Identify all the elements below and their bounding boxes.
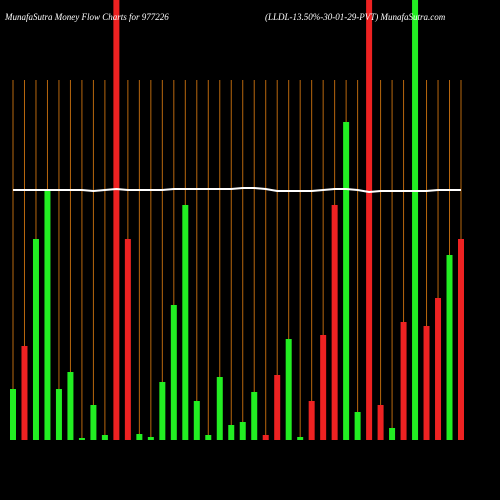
bar: [389, 428, 396, 440]
bar: [216, 377, 223, 440]
bar: [262, 435, 269, 440]
bar: [297, 437, 304, 440]
bar: [239, 422, 246, 440]
bar: [228, 425, 235, 440]
chart-title: MunafaSutra Money Flow Charts for 977226: [4, 12, 169, 22]
bar: [67, 372, 74, 440]
bar: [78, 438, 85, 440]
bar: [377, 405, 384, 440]
bar: [366, 0, 373, 440]
bar: [308, 401, 315, 440]
bar: [331, 205, 338, 440]
bar: [205, 435, 212, 440]
bar: [193, 401, 200, 440]
bar: [136, 434, 143, 440]
bar: [170, 305, 177, 440]
bar: [320, 335, 327, 440]
money-flow-line: [13, 187, 461, 194]
bar: [435, 298, 442, 440]
bar: [21, 346, 28, 440]
bar: [10, 389, 16, 440]
bar: [113, 0, 120, 440]
bar: [251, 392, 258, 440]
bar: [101, 435, 108, 440]
bar: [400, 322, 407, 440]
chart-subtitle: (LLDL-13.50%-30-01-29-PVT) MunafaSutra.c…: [265, 12, 446, 22]
bar: [412, 0, 419, 440]
bar: [343, 122, 350, 440]
bars: [10, 0, 464, 440]
bar: [159, 382, 166, 440]
bar: [354, 412, 361, 440]
bar: [182, 205, 189, 440]
bar: [446, 255, 453, 440]
bar: [44, 190, 51, 440]
bar: [124, 239, 131, 440]
bar: [32, 239, 39, 440]
bar: [285, 339, 292, 440]
bar: [274, 375, 281, 440]
bar: [55, 389, 62, 440]
bar: [147, 437, 154, 440]
bar: [90, 405, 97, 440]
bar: [458, 239, 464, 440]
bar: [423, 326, 430, 440]
